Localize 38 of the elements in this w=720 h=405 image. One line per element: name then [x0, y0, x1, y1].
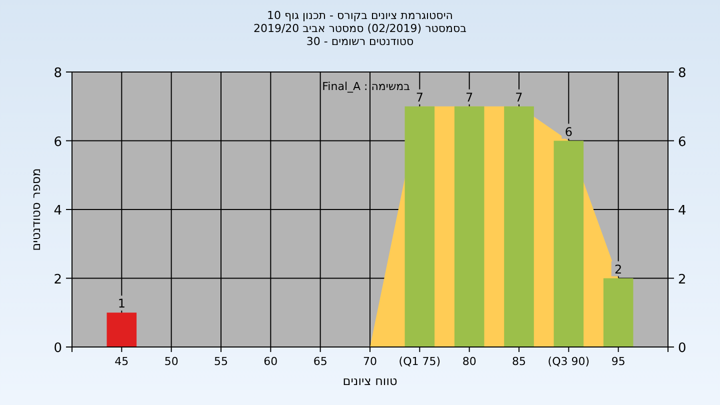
y-tick-label: 0 [54, 341, 62, 356]
x-tick-label: 80 [462, 355, 476, 368]
x-tick-label: (Q1 75) [398, 355, 441, 368]
x-tick-label: 50 [164, 355, 178, 368]
bar [106, 312, 137, 347]
chart-subtitle: בסמסטר (02/2019) סמסטר אביב 2019/20 סטודנטים רשומים - 30 [253, 22, 467, 48]
y2-tick-label: 8 [678, 66, 686, 81]
data-label: 6 [564, 124, 572, 139]
annotation: במשימה : Final_A [322, 80, 410, 93]
y2-tick-label: 6 [678, 134, 686, 150]
x-tick-label: 45 [114, 355, 129, 368]
data-label: 2 [614, 262, 622, 276]
y-tick-label: 2 [54, 272, 62, 288]
y2-tick-label: 4 [678, 204, 686, 218]
x-tick-label: 85 [512, 355, 526, 368]
y-tick-label: 4 [54, 204, 62, 218]
x-tick-label: 55 [214, 355, 228, 368]
y-tick-label: 8 [54, 66, 62, 81]
x-tick-label: 95 [611, 355, 626, 368]
y-tick-label: 6 [54, 134, 62, 150]
bar [554, 140, 584, 347]
data-label: 7 [515, 90, 523, 104]
bar [603, 278, 634, 347]
x-tick-label: (Q3 90) [548, 355, 590, 368]
bar [454, 106, 484, 347]
bar [504, 106, 534, 347]
data-label: 1 [118, 296, 126, 311]
bar [404, 106, 435, 347]
data-label: 7 [416, 90, 424, 104]
x-tick-label: 60 [264, 355, 278, 368]
chart-title: היסטוגרמת ציונים בקורס - תכנון גוף 10 [267, 9, 453, 22]
y2-tick-label: 0 [678, 341, 686, 356]
data-label: 7 [466, 90, 474, 104]
x-tick-label: 70 [363, 355, 377, 368]
y-axis-title: מספר סטודנטים [29, 168, 43, 251]
x-tick-label: 65 [313, 355, 328, 368]
x-axis-title: טווח ציונים [342, 374, 398, 388]
y2-tick-label: 2 [678, 272, 686, 288]
